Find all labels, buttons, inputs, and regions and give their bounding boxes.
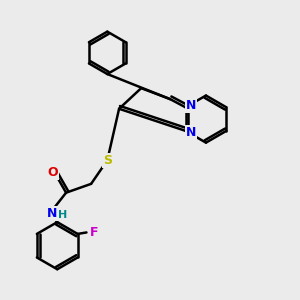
Text: F: F <box>90 226 99 239</box>
Text: N: N <box>47 207 57 220</box>
Text: N: N <box>186 99 196 112</box>
Text: N: N <box>186 126 196 139</box>
Text: O: O <box>47 166 58 178</box>
Text: H: H <box>58 210 67 220</box>
Text: S: S <box>103 154 112 167</box>
